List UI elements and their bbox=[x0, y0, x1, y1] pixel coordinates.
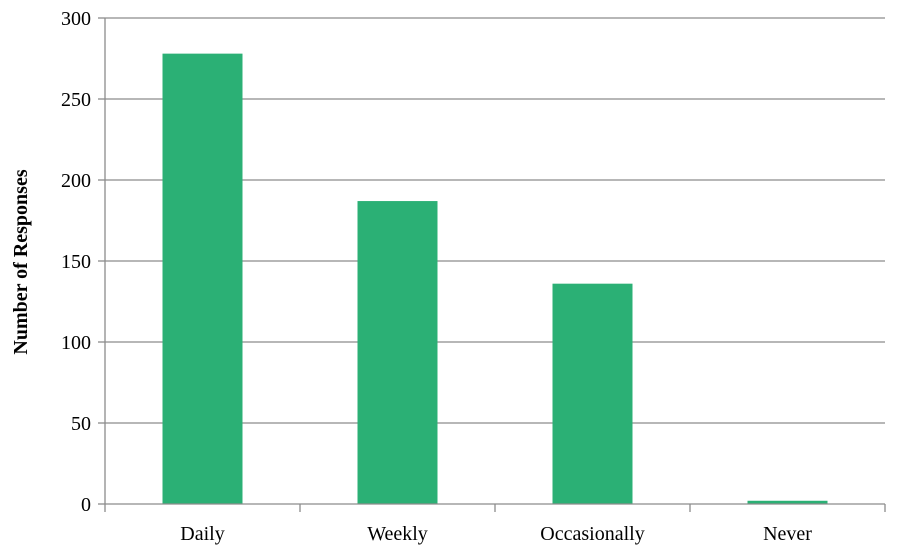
axes bbox=[98, 17, 886, 512]
x-tick-label: Daily bbox=[180, 523, 224, 545]
bars bbox=[162, 53, 828, 504]
y-tick-label: 200 bbox=[61, 170, 91, 192]
y-tick-label: 250 bbox=[61, 89, 91, 111]
x-tick-label: Occasionally bbox=[540, 523, 644, 545]
y-tick-label: 300 bbox=[61, 8, 91, 30]
y-tick-label: 100 bbox=[61, 332, 91, 354]
y-tick-label: 150 bbox=[61, 251, 91, 273]
bar-never bbox=[747, 500, 828, 504]
x-tick-label: Never bbox=[763, 523, 812, 545]
y-tick-label: 50 bbox=[71, 413, 91, 435]
y-axis-title: Number of Responses bbox=[10, 169, 32, 354]
bar-occasionally bbox=[552, 283, 633, 504]
x-tick-label: Weekly bbox=[367, 523, 428, 545]
y-tick-label: 0 bbox=[81, 494, 91, 516]
bar-weekly bbox=[357, 201, 438, 504]
y-tick-labels: 0 50 100 150 200 250 300 bbox=[61, 8, 91, 516]
bar-daily bbox=[162, 53, 243, 504]
x-tick-labels: Daily Weekly Occasionally Never bbox=[180, 523, 812, 545]
